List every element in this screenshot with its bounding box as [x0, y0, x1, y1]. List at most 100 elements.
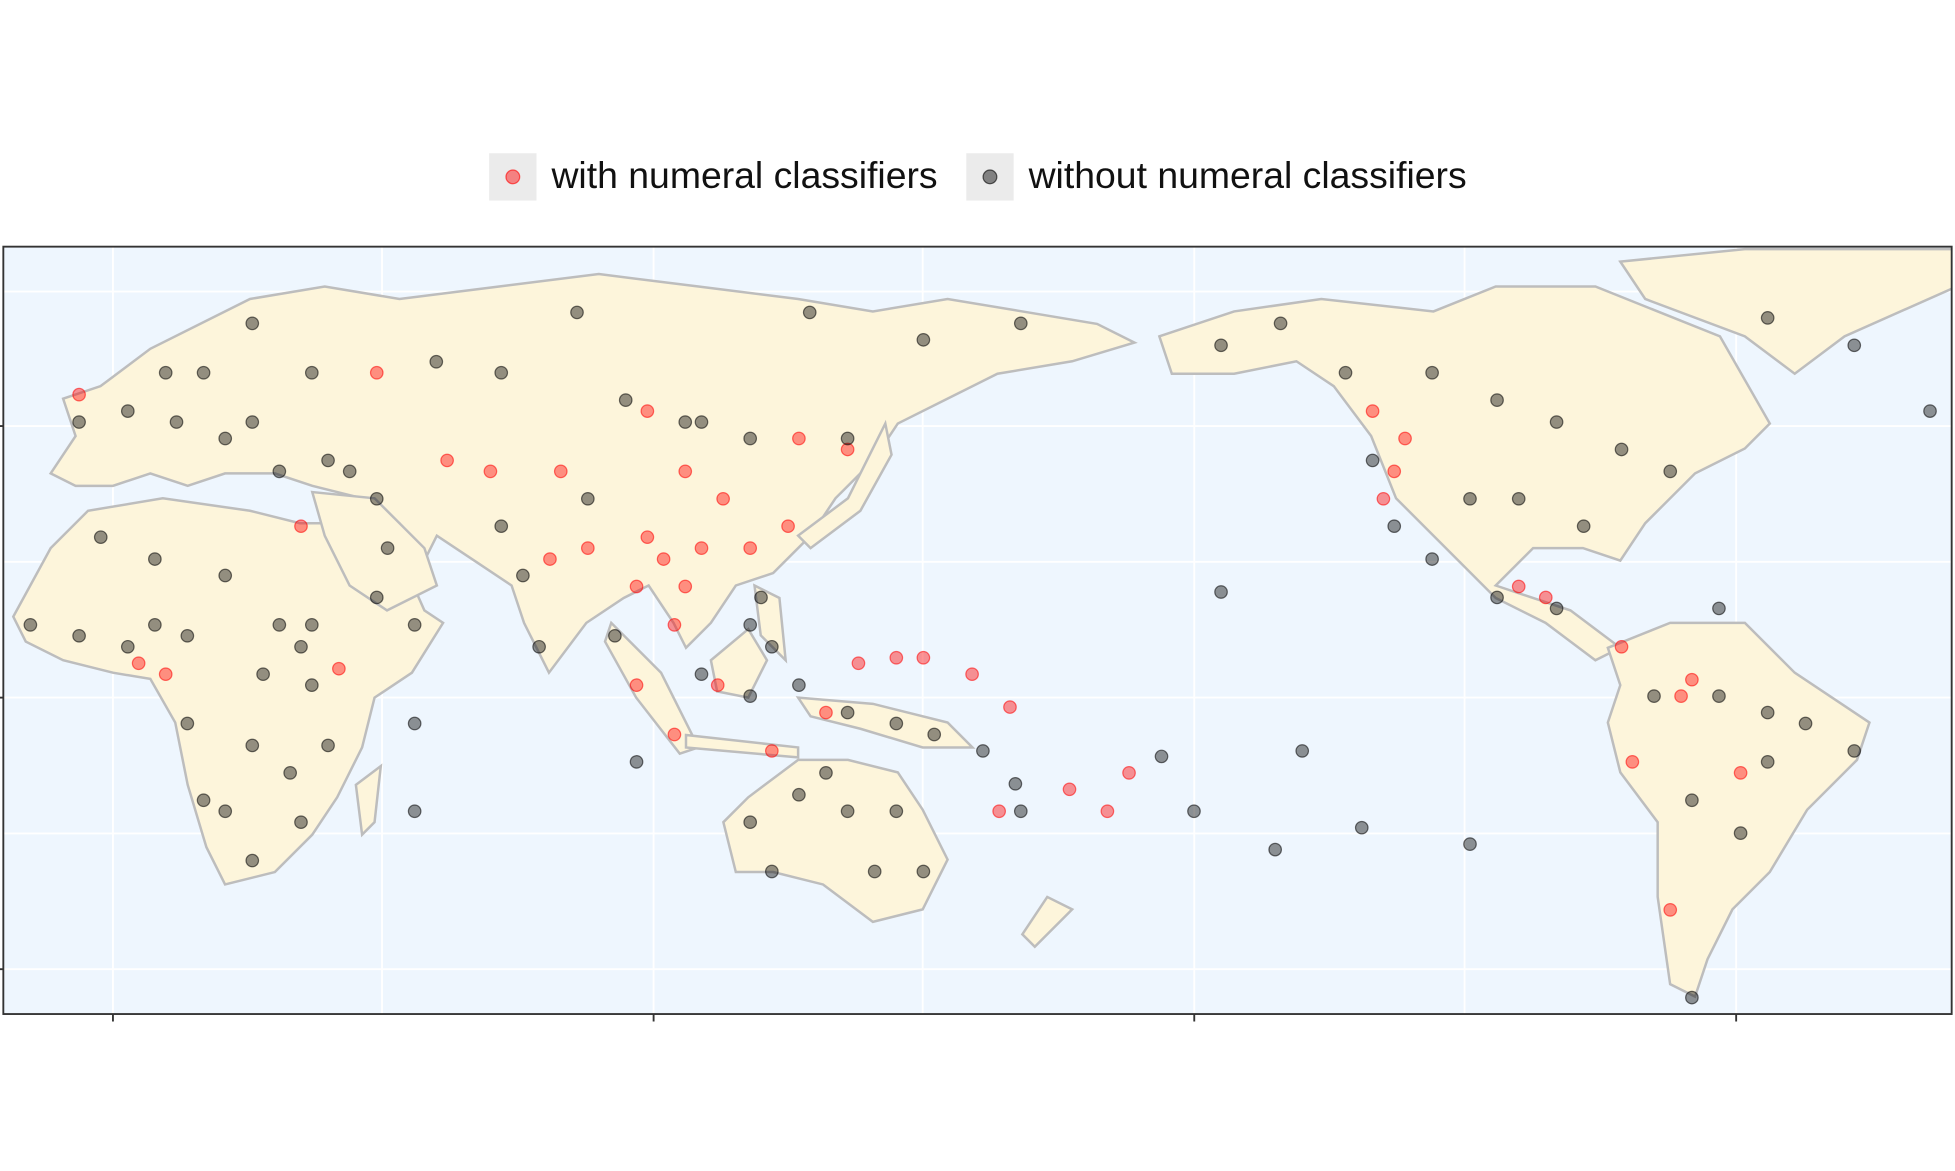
language-point: [764, 864, 779, 879]
language-point: [976, 744, 990, 758]
language-point: [840, 431, 855, 446]
arabia: [310, 490, 439, 612]
language-point: [440, 453, 454, 468]
language-point: [321, 453, 335, 468]
language-point: [272, 618, 287, 632]
language-point: [1663, 903, 1678, 917]
legend-key: [489, 153, 537, 201]
language-point: [743, 541, 758, 555]
language-point: [1425, 365, 1439, 380]
language-point: [792, 431, 806, 446]
language-point: [716, 491, 730, 506]
language-point: [629, 579, 644, 594]
japan: [796, 419, 893, 550]
madagascar: [354, 763, 383, 838]
language-point: [678, 579, 693, 594]
language-point: [1760, 705, 1775, 720]
language-point: [743, 815, 758, 830]
language-point: [656, 552, 671, 566]
language-point: [369, 491, 384, 506]
language-point: [640, 530, 655, 545]
language-point: [1365, 404, 1380, 418]
language-point: [889, 716, 904, 731]
language-point: [1295, 744, 1310, 758]
language-point: [1760, 311, 1775, 325]
language-point: [494, 365, 509, 380]
language-point: [1674, 689, 1688, 703]
language-point: [1847, 744, 1862, 758]
language-point: [169, 415, 184, 429]
language-point: [120, 404, 135, 418]
language-point: [407, 716, 422, 731]
language-point: [180, 716, 195, 731]
language-point: [369, 590, 384, 605]
language-point: [256, 667, 270, 682]
language-point: [1425, 552, 1439, 566]
language-point: [321, 738, 335, 753]
language-point: [218, 568, 233, 583]
language-point: [283, 766, 298, 780]
greenland: [1618, 247, 1952, 376]
language-point: [120, 639, 135, 654]
language-point: [148, 552, 162, 566]
language-point: [131, 656, 146, 671]
language-point: [1154, 749, 1169, 764]
language-point: [1511, 491, 1526, 506]
language-point: [694, 667, 709, 682]
language-point: [1760, 755, 1775, 769]
language-point: [792, 787, 806, 802]
language-point: [1100, 804, 1115, 819]
language-point: [1663, 464, 1678, 479]
language-point: [483, 464, 498, 479]
language-point: [802, 305, 817, 320]
language-point: [781, 519, 795, 534]
language-point: [965, 667, 979, 682]
language-point: [304, 678, 319, 693]
language-point: [916, 332, 931, 347]
language-point: [792, 678, 806, 693]
language-point: [23, 618, 38, 632]
language-point: [294, 519, 308, 534]
language-point: [245, 415, 260, 429]
language-point: [916, 650, 931, 665]
language-point: [1398, 431, 1412, 446]
language-point: [196, 365, 211, 380]
language-point: [1576, 519, 1591, 534]
language-point: [889, 804, 904, 819]
language-point: [158, 667, 173, 682]
language-point: [1463, 837, 1477, 851]
java: [684, 733, 800, 759]
language-point: [72, 415, 86, 429]
language-point: [629, 755, 644, 769]
language-point: [927, 727, 942, 742]
axis-ticks: [0, 425, 1738, 1022]
language-point: [889, 650, 904, 665]
legend: with numeral classifiers without numeral…: [489, 153, 1467, 201]
language-point: [1387, 519, 1402, 534]
language-point: [148, 618, 162, 632]
language-point: [867, 864, 882, 879]
sumatra: [603, 620, 701, 756]
language-point: [1013, 804, 1028, 819]
language-point: [180, 628, 195, 643]
africa: [11, 497, 445, 886]
language-point: [1614, 639, 1629, 654]
language-point: [304, 365, 319, 380]
language-point: [553, 464, 568, 479]
language-point: [332, 661, 346, 676]
language-point: [245, 853, 260, 868]
language-point: [1614, 442, 1629, 457]
language-point: [678, 464, 693, 479]
legend-marker: [505, 169, 521, 185]
language-point: [1847, 338, 1862, 353]
language-point: [618, 393, 633, 407]
language-point: [380, 541, 395, 555]
language-point: [819, 705, 833, 720]
language-point: [272, 464, 287, 479]
language-point: [1712, 689, 1726, 703]
language-point: [1549, 415, 1564, 429]
points: [23, 305, 1937, 1005]
language-point: [840, 705, 855, 720]
language-point: [992, 804, 1006, 819]
